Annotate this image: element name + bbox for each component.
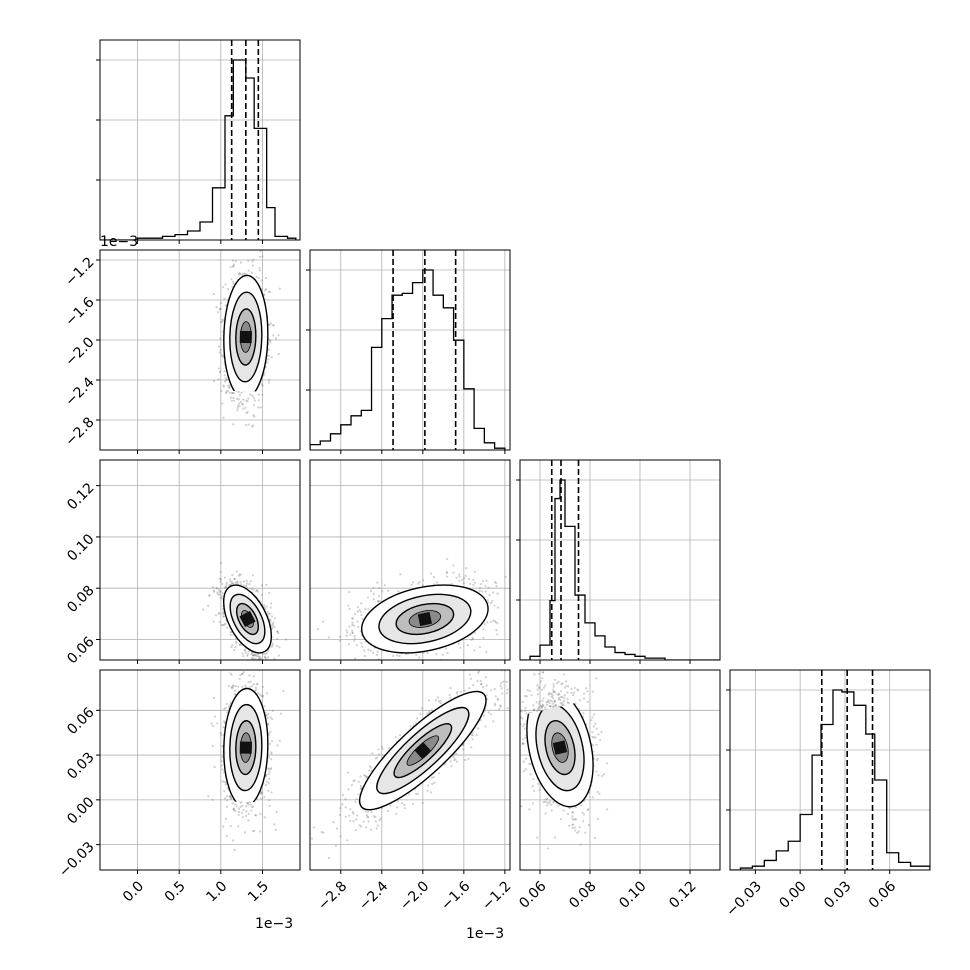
grid <box>730 670 930 870</box>
x-ticks-3-2: 0.06 0.08 0.10 0.12 <box>516 870 700 912</box>
x-ticks-1-0 <box>137 450 263 454</box>
x-tick-label: −1.6 <box>438 878 473 913</box>
panel-1-1 <box>306 249 511 454</box>
x-tick-label: −2.4 <box>356 878 391 913</box>
y-tick-label: 0.06 <box>64 634 97 667</box>
hist-ticks <box>306 269 310 391</box>
y-tick-label: 0.12 <box>64 480 97 513</box>
x-ticks-2-1 <box>340 660 506 664</box>
axes-frame <box>309 669 511 871</box>
panel-3-1: −2.8 −2.4 −2.0 −1.6 −1.2 <box>309 669 514 914</box>
density-peak <box>239 741 252 754</box>
x-tick-label: −1.2 <box>479 878 514 913</box>
x-tick-label: 0.06 <box>516 878 549 911</box>
axes-frame <box>309 249 511 451</box>
y-tick-label: −0.03 <box>56 839 98 881</box>
y-tick-label: 0.08 <box>64 583 97 616</box>
x-ticks-2-2 <box>539 660 691 664</box>
x-tick-label: 0.06 <box>866 878 899 911</box>
density-peak <box>552 740 568 755</box>
density-peak <box>239 610 256 628</box>
y-tick-label: −1.6 <box>62 294 97 329</box>
x-ticks-0-0 <box>137 240 263 244</box>
hist-ticks <box>726 689 730 811</box>
axes-frame <box>519 669 721 871</box>
grid <box>100 250 300 450</box>
axes-frame <box>99 669 301 871</box>
histogram-2 <box>520 479 720 660</box>
density-peak <box>239 330 252 344</box>
panel-2-0: 0.12 0.10 0.08 0.06 <box>64 459 301 667</box>
panel-3-0: 0.06 0.03 0.00 −0.03 0.0 0.5 1.0 1.5 <box>56 669 301 905</box>
panel-2-2 <box>516 459 721 664</box>
y-ticks-2: 0.12 0.10 0.08 0.06 <box>64 480 100 667</box>
y-tick-label: −1.2 <box>62 254 97 289</box>
x-tick-label: 0.5 <box>162 878 189 905</box>
y-tick-label: 0.00 <box>64 794 97 827</box>
y-tick-label: 0.10 <box>64 531 97 564</box>
y-tick-label: −2.4 <box>62 374 97 409</box>
histogram-1 <box>310 269 506 450</box>
panel-3-2: 0.06 0.08 0.10 0.12 <box>516 669 721 912</box>
y-ticks-3: 0.06 0.03 0.00 −0.03 <box>56 705 100 881</box>
offset-label-x1: 1e−3 <box>466 926 504 942</box>
grid <box>520 670 720 870</box>
axes-frame <box>309 459 511 661</box>
y-tick-label: 0.03 <box>64 749 97 782</box>
density-peak <box>417 611 432 627</box>
offset-label-x0: 1e−3 <box>255 916 293 932</box>
grid <box>100 670 300 870</box>
x-ticks-3-0: 0.0 0.5 1.0 1.5 <box>120 870 272 905</box>
x-tick-label: 0.10 <box>616 878 649 911</box>
x-tick-label: 0.12 <box>666 878 699 911</box>
hist-ticks <box>516 479 520 601</box>
axes-frame <box>99 39 301 241</box>
y-tick-label: −2.8 <box>62 414 97 449</box>
x-ticks-2-0 <box>137 660 263 664</box>
axes-frame <box>519 459 721 661</box>
axes-frame <box>729 669 931 871</box>
x-tick-label: −2.8 <box>315 878 350 913</box>
histogram-0 <box>100 59 297 240</box>
x-tick-label: 1.5 <box>245 878 272 905</box>
x-tick-label: 0.03 <box>821 878 854 911</box>
y-tick-label: 0.06 <box>64 705 97 738</box>
grid <box>310 250 510 450</box>
x-tick-label: 0.00 <box>776 878 809 911</box>
x-ticks-1-1 <box>340 450 506 454</box>
density-peak <box>414 742 432 760</box>
histogram-3 <box>730 689 930 870</box>
x-tick-label: 0.08 <box>566 878 599 911</box>
y-tick-label: −2.0 <box>62 334 97 369</box>
offset-label-y1: 1e−3 <box>100 234 138 250</box>
axes-frame <box>99 249 301 451</box>
panel-3-3: −0.03 0.00 0.03 0.06 <box>723 669 931 920</box>
x-tick-label: 0.0 <box>120 878 147 905</box>
panel-1-0: −1.2 −1.6 −2.0 −2.4 −2.8 <box>62 249 301 454</box>
x-tick-label: 1.0 <box>203 878 230 905</box>
panel-0-0 <box>96 39 301 244</box>
panel-2-1 <box>309 459 511 664</box>
y-ticks-1: −1.2 −1.6 −2.0 −2.4 −2.8 <box>62 254 100 450</box>
x-tick-label: −2.0 <box>397 878 432 913</box>
x-ticks-3-3: −0.03 0.00 0.03 0.06 <box>723 870 899 920</box>
x-tick-label: −0.03 <box>723 878 765 920</box>
x-ticks-3-1: −2.8 −2.4 −2.0 −1.6 −1.2 <box>315 870 514 914</box>
hist-ticks <box>96 59 100 181</box>
grid <box>100 40 300 240</box>
grid <box>520 460 720 660</box>
axes-frame <box>99 459 301 661</box>
